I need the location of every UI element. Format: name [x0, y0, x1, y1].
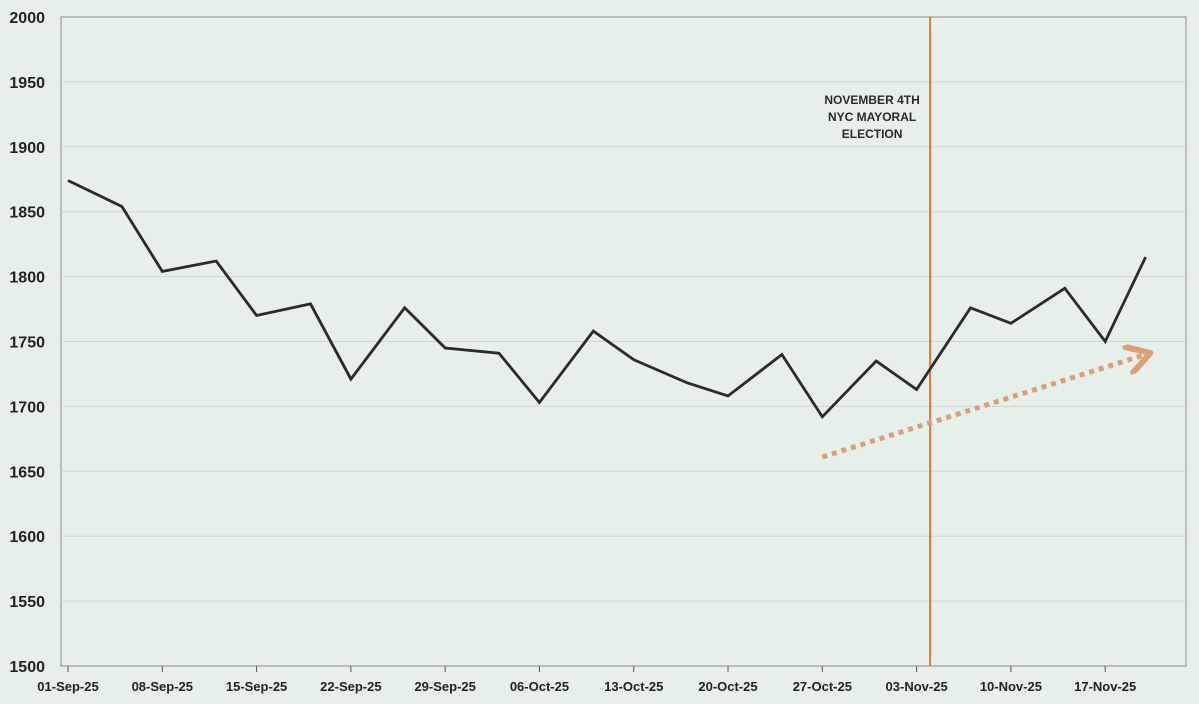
- gridlines: [61, 81, 1186, 602]
- x-axis-ticks: 01-Sep-25 08-Sep-25 15-Sep-25 22-Sep-25 29-S…: [37, 666, 1136, 694]
- y-tick-label: 1550: [9, 594, 45, 611]
- x-tick-label: 03-Nov-25: [886, 679, 948, 694]
- x-tick-label: 29-Sep-25: [414, 679, 475, 694]
- x-tick-label: 20-Oct-25: [698, 679, 757, 694]
- y-tick-label: 2000: [9, 10, 45, 27]
- y-tick-label: 1650: [9, 464, 45, 481]
- x-tick-label: 15-Sep-25: [226, 679, 287, 694]
- y-tick-label: 1900: [9, 140, 45, 157]
- series-line: [67, 179, 1147, 420]
- x-tick-label: 06-Oct-25: [510, 679, 569, 694]
- y-tick-label: 1600: [9, 529, 45, 546]
- election-annotation-label: ELECTION: [842, 127, 903, 141]
- series-group: [67, 179, 1147, 420]
- y-tick-label: 1700: [9, 399, 45, 416]
- x-tick-label: 01-Sep-25: [37, 679, 98, 694]
- event-annotation: NOVEMBER 4TH NYC MAYORAL ELECTION: [824, 17, 932, 666]
- y-tick-label: 1950: [9, 75, 45, 92]
- y-axis-ticks: 1500 1550 1600 1650 1700 1750 1800 1850 1900 1950…: [9, 10, 45, 676]
- x-tick-label: 10-Nov-25: [980, 679, 1042, 694]
- x-tick-label: 17-Nov-25: [1074, 679, 1136, 694]
- x-tick-label: 22-Sep-25: [320, 679, 381, 694]
- x-tick-label: 13-Oct-25: [604, 679, 663, 694]
- trend-arrow: [821, 354, 1145, 460]
- y-tick-label: 1750: [9, 335, 45, 352]
- x-tick-label: 27-Oct-25: [793, 679, 852, 694]
- election-annotation-label: NOVEMBER 4TH: [824, 93, 919, 107]
- trend-annotation: [821, 354, 1145, 460]
- x-tick-label: 08-Sep-25: [132, 679, 193, 694]
- y-tick-label: 1500: [9, 659, 45, 676]
- y-tick-label: 1800: [9, 270, 45, 287]
- election-annotation-label: NYC MAYORAL: [828, 110, 916, 124]
- y-tick-label: 1850: [9, 205, 45, 222]
